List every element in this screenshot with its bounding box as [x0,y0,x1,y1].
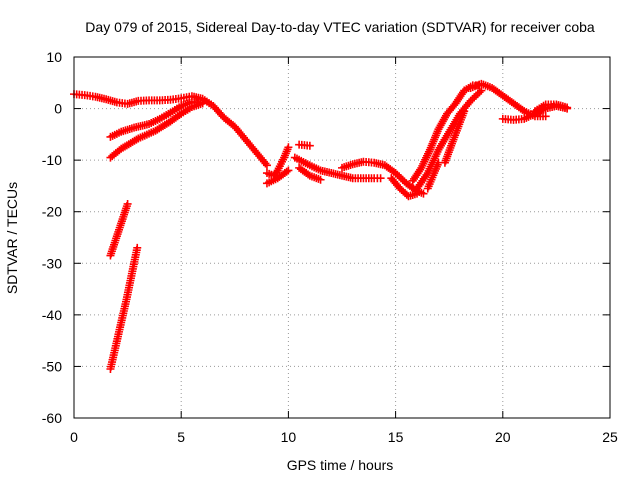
y-tick-label: -20 [42,204,62,220]
data-point [477,86,486,95]
data-point [262,161,271,170]
series-track-rise-a [106,97,207,141]
data-point [284,166,293,175]
series-track-climb-b [413,86,486,193]
x-tick-label: 0 [70,429,78,445]
data-point [475,88,484,97]
series-track-steep-lower [106,243,142,374]
series-track-end-b [530,100,572,116]
data-point [282,167,291,176]
series-track-mid-b [262,166,293,188]
series-track-mid-d [290,153,385,183]
y-axis-label: SDTVAR / TECUs [4,182,20,294]
grid-lines [74,57,610,418]
data-point [316,175,325,184]
data-point [133,243,142,252]
data-points [70,79,572,374]
series-track-top [70,90,271,170]
series-track-steep-upper [106,199,132,260]
series-track-climb-a [408,81,486,185]
x-tick-label: 5 [177,429,185,445]
series-track-climb-c [423,158,443,193]
y-tick-label: -60 [42,410,62,426]
y-tick-label: -10 [42,152,62,168]
series-track-mid-e [295,163,325,184]
x-axis-label: GPS time / hours [287,457,394,473]
series-track-peak [466,79,550,121]
data-point [284,143,293,152]
y-tick-label: -50 [42,358,62,374]
series-track-mid-c [295,140,314,150]
axis-ticks: 0 5 10 15 20 25 10 0 -10 -20 -30 -40 -50 -60 [42,49,618,445]
data-point [198,99,207,108]
data-point [460,107,469,116]
y-tick-label: -40 [42,307,62,323]
data-point [261,159,270,168]
x-tick-label: 10 [281,429,297,445]
data-point [376,174,385,183]
data-point [563,103,572,112]
series-track-climb-d [440,107,469,167]
y-tick-label: -30 [42,255,62,271]
series-track-mid-a [262,143,293,180]
x-tick-label: 15 [388,429,404,445]
data-point [305,141,314,150]
data-point [541,112,550,121]
series-track-dip [387,174,422,201]
y-tick-label: 10 [46,49,62,65]
x-tick-label: 25 [602,429,618,445]
chart-title: Day 079 of 2015, Sidereal Day-to-day VTE… [85,19,595,35]
y-tick-label: 0 [54,101,62,117]
data-point [123,199,132,208]
series-track-rise-b [106,99,207,162]
x-tick-label: 20 [495,429,511,445]
plot-frame [73,56,611,419]
